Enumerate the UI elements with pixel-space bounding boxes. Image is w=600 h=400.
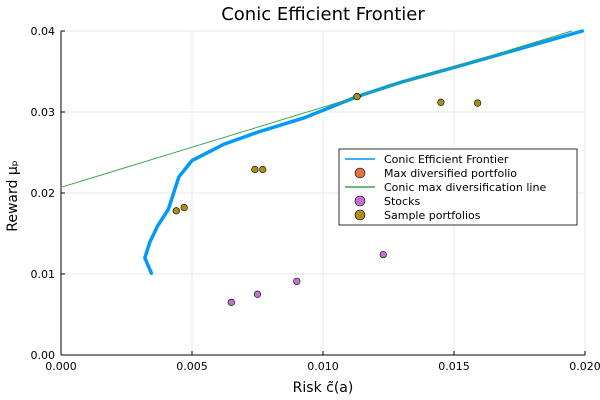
chart-title: Conic Efficient Frontier [221,4,425,25]
sample-portfolios-legend-label: Sample portfolios [384,209,481,222]
sample-portfolios-point [473,99,482,107]
legend-box [338,148,578,226]
x-tick-label: 0.000 [45,360,77,373]
x-tick-label: 0.020 [569,360,600,373]
sample-portfolios-point [437,98,445,106]
y-tick-label: 0.01 [31,268,56,281]
plot-area [60,29,585,306]
sample-portfolios-point [251,165,259,174]
tick-labels: 0.000 0.005 0.010 0.015 0.020 0.00 0.01 0.02 0.0… [31,25,600,373]
x-tick-label: 0.015 [438,360,470,373]
stocks-point [253,290,262,298]
y-tick-label: 0.04 [31,25,56,38]
stocks-legend-swatch [354,195,366,207]
sample-portfolios-point [259,165,267,174]
conic-max-diversification-line-line [60,30,573,188]
sample-portfolios-point [180,203,188,212]
y-axis-label: Reward μₚ [5,160,21,232]
conic-max-diversification-line-legend-label: Conic max diversification line [384,181,546,194]
x-tick-label: 0.005 [176,360,208,373]
stocks-point [293,277,301,285]
y-tick-label: 0.02 [31,187,56,200]
max-diversified-portfolio-legend-label: Max diversified portfolio [384,167,517,180]
sample-portfolios-point [172,207,180,215]
x-tick-label: 0.010 [307,360,339,373]
x-axis-label: Risk c̃(a) [293,380,354,396]
sample-portfolios-legend-swatch [354,209,366,221]
stocks-point [379,250,387,259]
stocks-legend-label: Stocks [384,195,420,208]
stocks-point [227,298,235,306]
y-tick-label: 0.03 [31,106,56,119]
conic-efficient-frontier-legend-label: Conic Efficient Frontier [384,153,509,166]
axes [60,30,586,356]
y-tick-label: 0.00 [31,349,56,362]
max-diversified-portfolio-legend-swatch [354,167,366,179]
sample-portfolios-point [353,93,361,101]
